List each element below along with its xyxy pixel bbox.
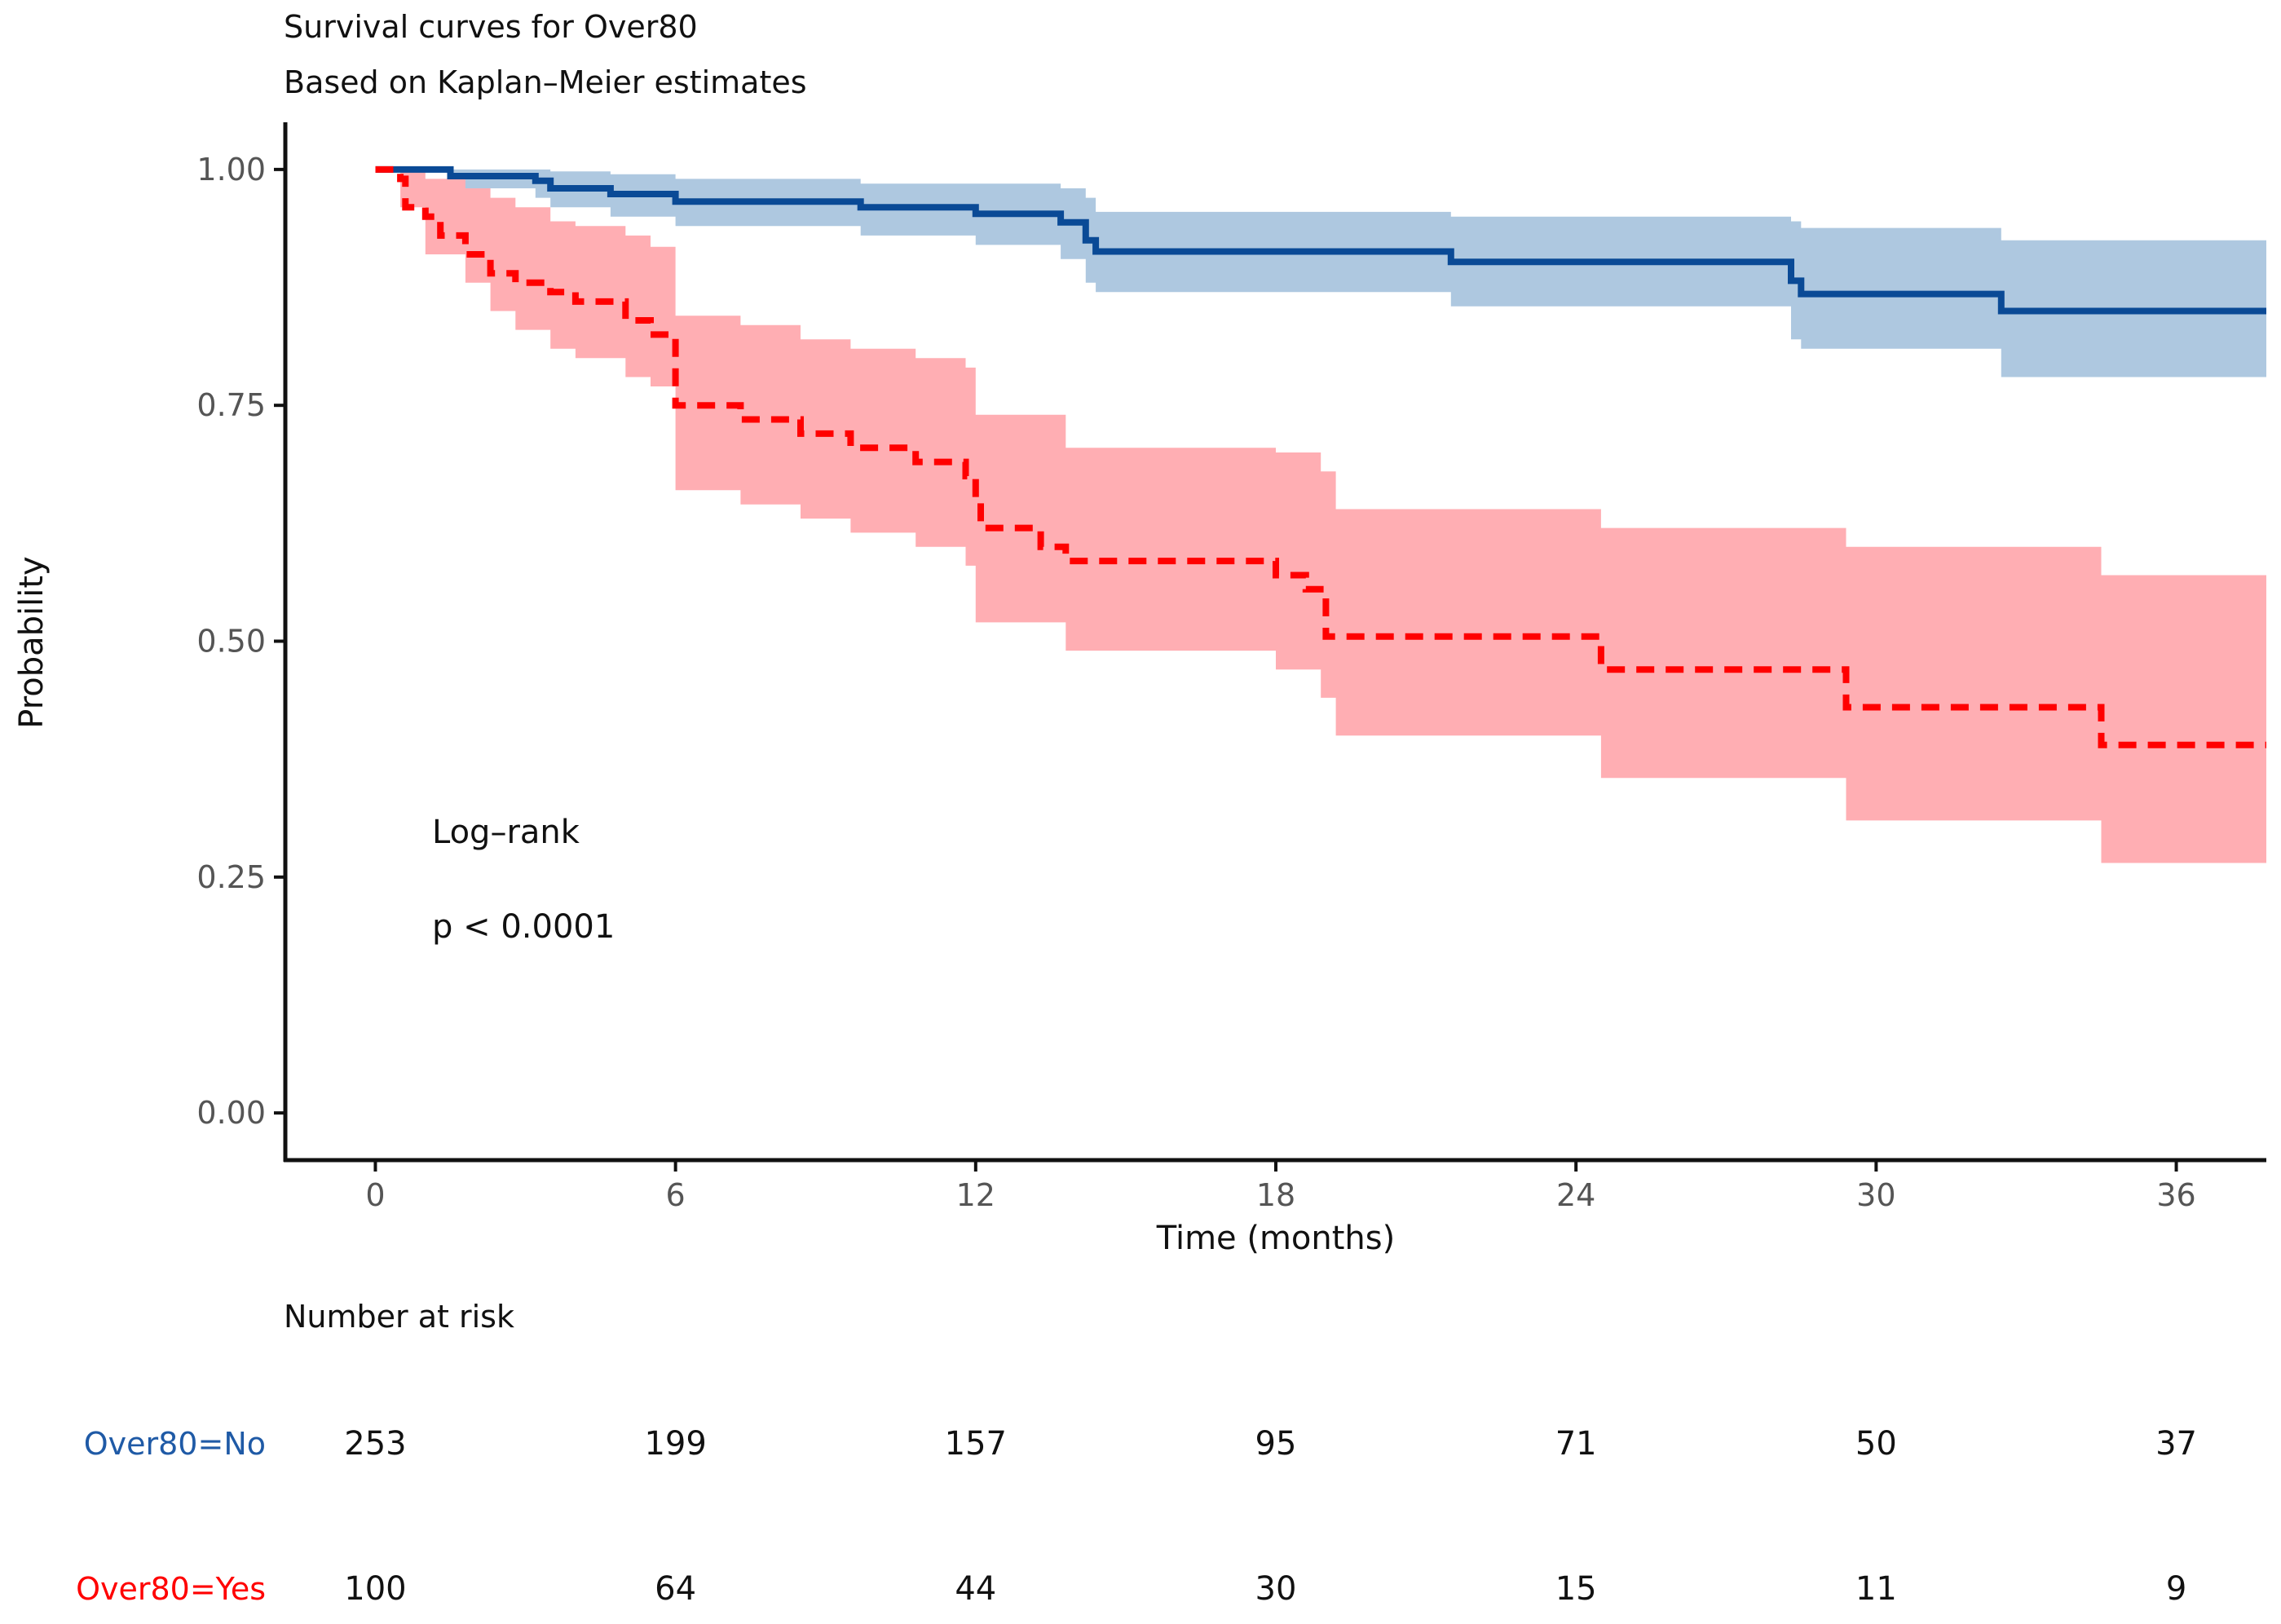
chart-subtitle: Based on Kaplan–Meier estimates	[284, 64, 807, 100]
risk-count: 157	[945, 1425, 1007, 1463]
risk-count: 199	[644, 1425, 706, 1463]
x-tick-label: 18	[1256, 1177, 1295, 1213]
risk-count: 15	[1555, 1570, 1597, 1608]
risk-count: 95	[1255, 1425, 1297, 1463]
risk-row-label-no: Over80=No	[84, 1426, 266, 1462]
risk-count: 100	[344, 1570, 406, 1608]
x-tick-label: 24	[1556, 1177, 1595, 1213]
risk-count: 30	[1255, 1570, 1297, 1608]
risk-row-label-yes: Over80=Yes	[76, 1571, 266, 1607]
y-tick-label: 0.50	[196, 624, 266, 660]
x-tick-label: 12	[956, 1177, 995, 1213]
y-axis-ticks: 0.00 0.25 0.50 0.75 1.00	[196, 152, 285, 1131]
y-tick-label: 1.00	[196, 152, 266, 188]
risk-count: 44	[955, 1570, 996, 1608]
risk-count: 253	[344, 1425, 406, 1463]
risk-count: 37	[2155, 1425, 2197, 1463]
risk-count: 71	[1555, 1425, 1597, 1463]
x-axis-title: Time (months)	[1156, 1220, 1395, 1257]
y-tick-label: 0.75	[196, 387, 266, 423]
risk-count: 11	[1855, 1570, 1897, 1608]
y-tick-label: 0.00	[196, 1095, 266, 1131]
survival-curves	[375, 165, 2266, 748]
x-tick-label: 6	[666, 1177, 686, 1213]
confidence-bands	[375, 169, 2266, 863]
survival-curve-no	[375, 165, 2266, 315]
risk-count: 64	[655, 1570, 696, 1608]
y-axis-title: Probability	[13, 556, 51, 728]
p-value-label: p < 0.0001	[432, 908, 615, 946]
ci-band-yes	[375, 169, 2266, 863]
chart-title: Survival curves for Over80	[284, 9, 698, 45]
x-axis-ticks: 0 6 12 18 24 30 36	[365, 1160, 2196, 1213]
y-tick-label: 0.25	[196, 859, 266, 895]
survival-curve-yes	[375, 165, 2266, 748]
x-tick-label: 0	[365, 1177, 385, 1213]
risk-count: 50	[1855, 1425, 1897, 1463]
x-tick-label: 36	[2156, 1177, 2195, 1213]
x-tick-label: 30	[1856, 1177, 1895, 1213]
risk-count: 9	[2166, 1570, 2186, 1608]
risk-table-title: Number at risk	[284, 1299, 514, 1335]
logrank-label: Log–rank	[432, 814, 580, 851]
ci-band-no	[375, 169, 2266, 377]
risk-table-counts: 253 199 157 95 71 50 37 100 64 44 30 15 11 9	[344, 1425, 2197, 1608]
